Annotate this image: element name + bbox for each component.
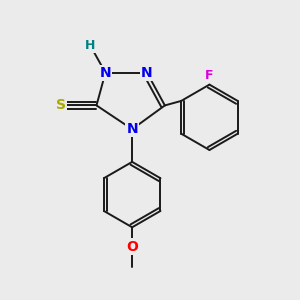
Text: O: O bbox=[126, 240, 138, 254]
Text: N: N bbox=[100, 66, 111, 80]
Text: S: S bbox=[56, 98, 66, 112]
Text: N: N bbox=[141, 66, 153, 80]
Text: F: F bbox=[205, 69, 214, 82]
Text: F: F bbox=[205, 69, 214, 82]
Text: H: H bbox=[85, 40, 96, 52]
Text: N: N bbox=[126, 122, 138, 136]
